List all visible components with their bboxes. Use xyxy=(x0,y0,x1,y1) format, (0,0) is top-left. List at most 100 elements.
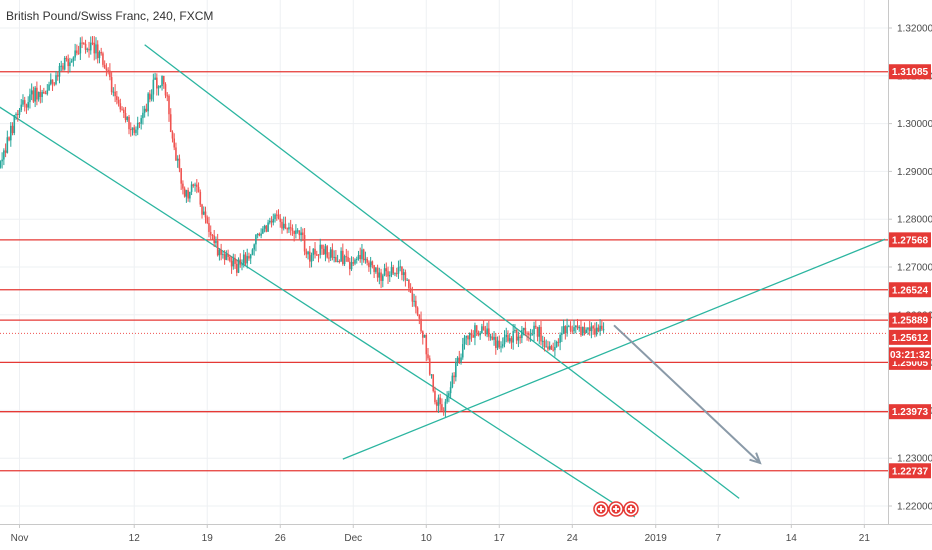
candle xyxy=(3,148,5,166)
candle-body xyxy=(201,204,203,215)
candle-body xyxy=(152,79,155,95)
candle xyxy=(522,327,525,336)
price-axis[interactable]: 1.320001.310001.300001.290001.280001.270… xyxy=(888,24,932,513)
candle xyxy=(15,112,17,120)
candle xyxy=(423,334,426,338)
candle-body xyxy=(91,42,94,44)
candle-body xyxy=(202,211,205,215)
candle-body xyxy=(315,254,318,256)
candle xyxy=(559,332,561,351)
candle-body xyxy=(164,84,167,96)
candle xyxy=(16,109,19,122)
candle-body xyxy=(576,325,579,329)
flag-ch-icon[interactable] xyxy=(593,501,609,517)
x-tick-label: 21 xyxy=(859,533,871,544)
flag-ch-icon[interactable] xyxy=(608,501,624,517)
x-tick-label: 2019 xyxy=(645,533,668,544)
candle xyxy=(521,325,523,344)
candle-body xyxy=(538,326,541,337)
candle xyxy=(235,259,238,277)
x-tick-label: 12 xyxy=(129,533,141,544)
candle-body xyxy=(131,127,134,130)
candle-body xyxy=(536,327,539,337)
candle xyxy=(76,44,78,56)
candle xyxy=(460,353,462,365)
candle xyxy=(100,47,103,56)
candle xyxy=(315,250,318,257)
candle xyxy=(246,248,249,269)
candle xyxy=(397,260,400,279)
candle-body xyxy=(49,79,52,85)
candle xyxy=(430,374,433,379)
candle-body xyxy=(251,249,254,255)
candle-body xyxy=(218,249,221,256)
candle-body xyxy=(456,357,459,363)
candle-body xyxy=(211,235,214,237)
candle xyxy=(286,227,289,234)
candle-body xyxy=(588,327,591,332)
candle-body xyxy=(282,223,285,229)
projection-shaft[interactable] xyxy=(613,324,761,464)
candle-body xyxy=(522,327,525,331)
y-tick-label: 1.30000 xyxy=(897,119,932,130)
candle-body xyxy=(418,314,421,319)
candle-body xyxy=(453,375,455,378)
candle xyxy=(333,250,335,263)
candle xyxy=(29,88,31,109)
candle xyxy=(232,253,235,270)
candle xyxy=(142,105,144,125)
candle xyxy=(169,108,172,133)
candle-body xyxy=(416,307,419,315)
candle-body xyxy=(107,70,109,72)
candle-body xyxy=(404,272,407,281)
candle-body xyxy=(169,114,172,132)
candle-body xyxy=(39,91,42,97)
trendline-channel-lower[interactable] xyxy=(0,100,636,518)
flag-ch-icon[interactable] xyxy=(623,501,639,517)
candle xyxy=(190,181,193,196)
candle xyxy=(209,225,212,240)
candle-body xyxy=(375,267,377,272)
candle-body xyxy=(463,337,466,345)
candle-body xyxy=(145,108,148,112)
candle xyxy=(329,247,332,261)
candle-body xyxy=(196,184,198,187)
candle-body xyxy=(314,248,316,255)
candle-body xyxy=(484,330,487,335)
candle-body xyxy=(83,43,85,45)
candle xyxy=(359,247,362,263)
trendline-channel-upper[interactable] xyxy=(144,44,740,499)
candle xyxy=(420,311,422,333)
candle-body xyxy=(324,246,327,255)
candle-body xyxy=(298,230,301,236)
candle-body xyxy=(305,251,308,255)
candle xyxy=(128,114,130,135)
candle-body xyxy=(272,218,275,223)
candle-body xyxy=(338,261,341,263)
candle-body xyxy=(362,249,365,261)
level-badge-text: 1.23973 xyxy=(892,407,929,418)
candle xyxy=(338,259,341,264)
candle xyxy=(300,226,302,242)
candle xyxy=(18,107,21,119)
candle xyxy=(568,324,570,328)
trendline-rising-support[interactable] xyxy=(342,238,886,460)
y-tick-label: 1.32000 xyxy=(897,24,932,35)
candle-body xyxy=(409,288,412,293)
candle-body xyxy=(185,190,188,197)
candle xyxy=(366,256,368,266)
candle-body xyxy=(406,279,408,281)
x-tick-label: 7 xyxy=(716,533,722,544)
candle xyxy=(369,256,372,275)
candle-body xyxy=(402,272,405,276)
candle xyxy=(265,224,268,233)
candle xyxy=(6,130,9,154)
grid xyxy=(0,0,888,524)
countdown-badge-text: 03:21:32 xyxy=(890,350,930,361)
candle xyxy=(296,228,299,234)
candle-body xyxy=(44,93,47,95)
candle-body xyxy=(555,341,558,347)
candle-body xyxy=(215,240,217,244)
time-axis[interactable]: Nov 12 19 26 Dec 10 17 24 2019 7 14 21 xyxy=(11,524,871,544)
candle-body xyxy=(390,267,393,275)
